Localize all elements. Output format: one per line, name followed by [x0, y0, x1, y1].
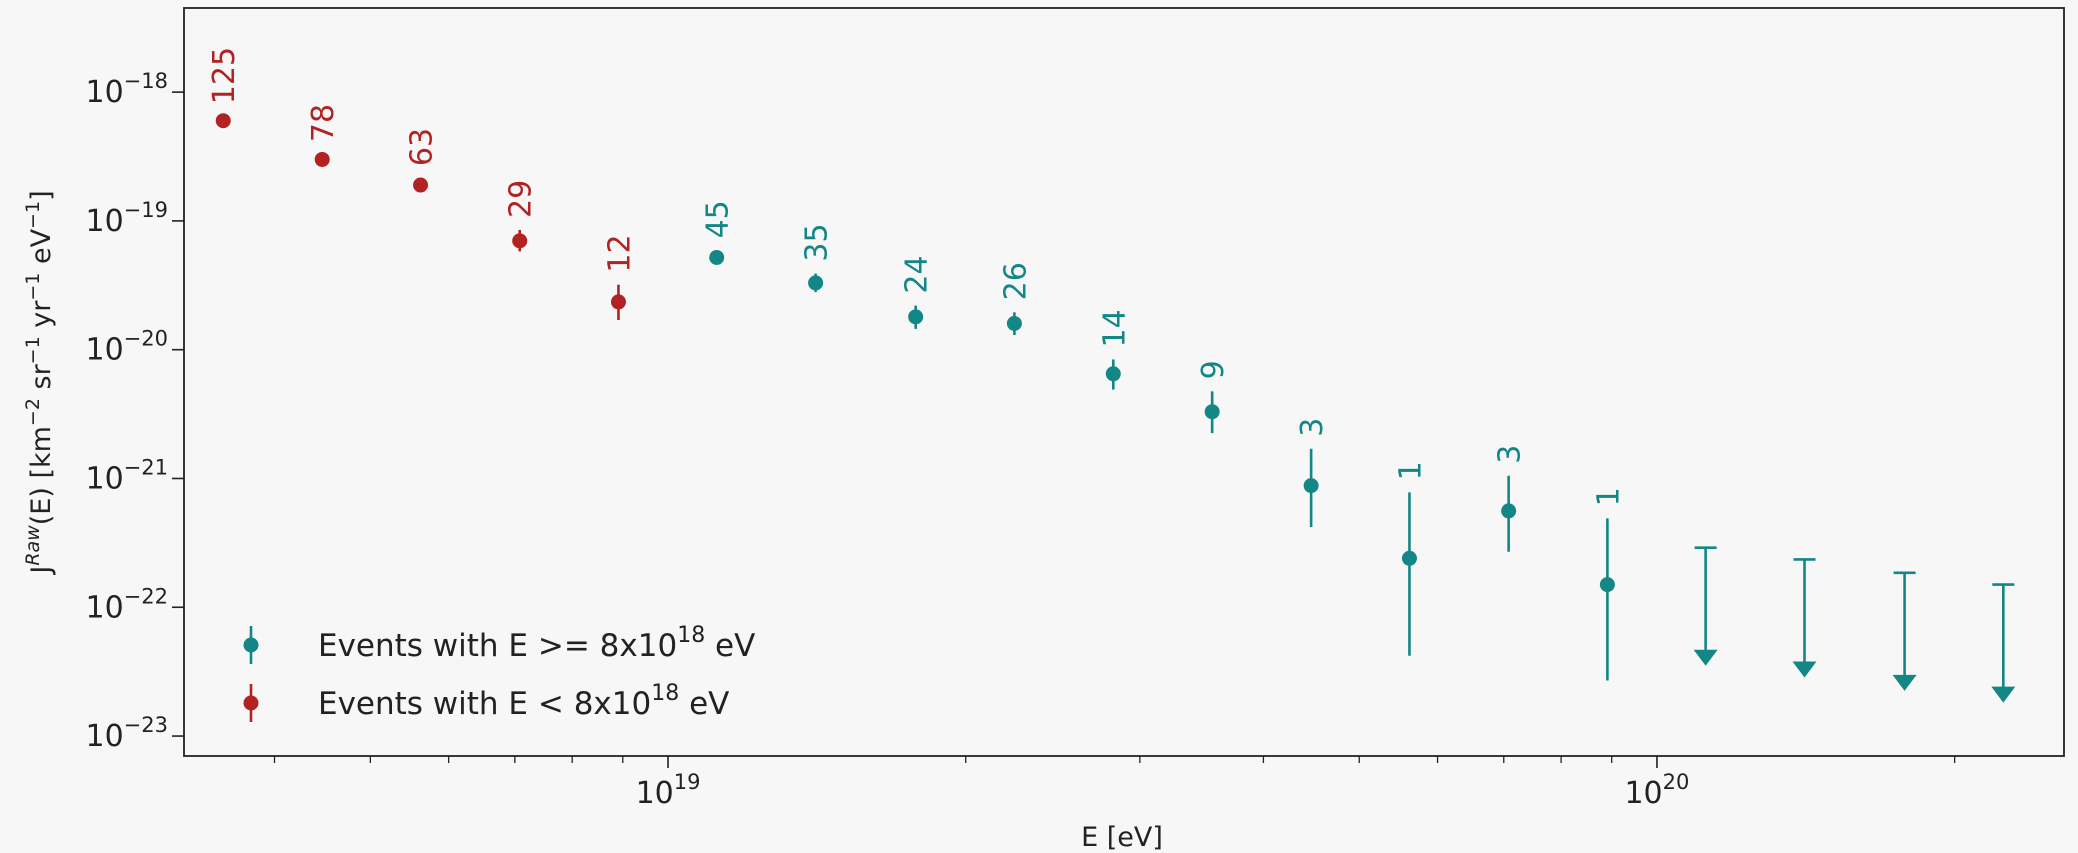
x-tick-label: 1019 [636, 770, 701, 811]
y-tick-label: 10−18 [85, 69, 168, 110]
y-axis-label-superscript: Raw [22, 525, 44, 566]
data-point [808, 275, 824, 291]
y-axis-label-unit-part: −1 [22, 201, 44, 229]
y-axis-label-unit-part: sr [26, 363, 57, 398]
count-label: 12 [602, 234, 637, 272]
x-axis-label: E [eV] [1081, 822, 1163, 853]
legend-label: Events with E < 8x1018 eV [318, 681, 729, 722]
legend-marker [243, 695, 259, 711]
y-axis-label-unit-part: yr [26, 300, 57, 337]
count-label: 29 [504, 180, 539, 218]
data-point [1105, 366, 1121, 382]
y-tick-label: 10−19 [85, 198, 168, 239]
data-point [1204, 404, 1220, 420]
y-axis-label: JRaw(E) [km−2 sr−1 yr−1 eV−1] [22, 190, 57, 575]
legend: Events with E >= 8x1018 eV Events with E … [243, 623, 755, 722]
count-label: 9 [1196, 360, 1231, 379]
count-label: 125 [207, 47, 242, 104]
data-point [1401, 550, 1417, 566]
data-point [314, 151, 330, 167]
count-label: 26 [998, 262, 1033, 300]
x-tick-label: 1020 [1624, 770, 1689, 811]
event-count-labels: 125 78 63 29 12 45 35 24 26 14 9 3 1 3 1 [207, 47, 1626, 506]
legend-marker [243, 637, 259, 653]
count-label: 63 [405, 128, 440, 166]
y-axis-label-unit-part: −2 [22, 398, 44, 426]
data-point [908, 309, 924, 325]
count-label: 3 [1493, 445, 1528, 464]
count-label: 35 [800, 223, 835, 261]
y-tick-label: 10−23 [85, 713, 168, 754]
upper-limit-marks [1693, 546, 2016, 703]
data-point [512, 233, 528, 249]
count-label: 45 [701, 200, 736, 238]
y-tick-label: 10−21 [85, 455, 168, 496]
count-label: 1 [1591, 487, 1626, 506]
data-point [1006, 315, 1022, 331]
count-label: 14 [1097, 309, 1132, 347]
data-point [413, 177, 429, 193]
y-axis-label-text: (E) [km [26, 426, 57, 525]
count-label: 3 [1295, 418, 1330, 437]
data-point [1501, 503, 1517, 519]
count-label: 24 [900, 255, 935, 293]
y-tick-label: 10−20 [85, 327, 168, 368]
upper-limit-arrowhead [1693, 649, 1718, 666]
data-point [709, 249, 725, 265]
count-label: 1 [1393, 461, 1428, 480]
y-axis-label-unit-part: −1 [22, 336, 44, 364]
upper-limit-arrowhead [1991, 686, 2016, 703]
y-axis-label-unit-part: −1 [22, 273, 44, 301]
y-axis-label-unit-part: ] [26, 190, 57, 201]
y-axis-label-symbol: J [26, 566, 57, 576]
data-marks [215, 113, 1615, 681]
y-axis-label-unit-part: eV [26, 228, 57, 272]
y-tick-label: 10−22 [85, 584, 168, 625]
y-axis-label-units: −2 sr−1 yr−1 eV−1] [22, 190, 57, 426]
count-label: 78 [306, 104, 341, 142]
data-point [1303, 478, 1319, 494]
legend-label: Events with E >= 8x1018 eV [318, 623, 755, 664]
data-point [610, 294, 626, 310]
upper-limit-arrowhead [1892, 674, 1917, 691]
upper-limit-arrowhead [1792, 661, 1817, 678]
x-minor-ticks [273, 756, 1956, 763]
data-point [215, 113, 231, 129]
plot-area [183, 7, 2065, 757]
data-point [1599, 577, 1615, 593]
y-axis-ticks: 10−18 10−19 10−20 10−21 10−22 10−23 [85, 69, 184, 754]
x-axis-ticks: 1019 1020 [636, 756, 1689, 811]
